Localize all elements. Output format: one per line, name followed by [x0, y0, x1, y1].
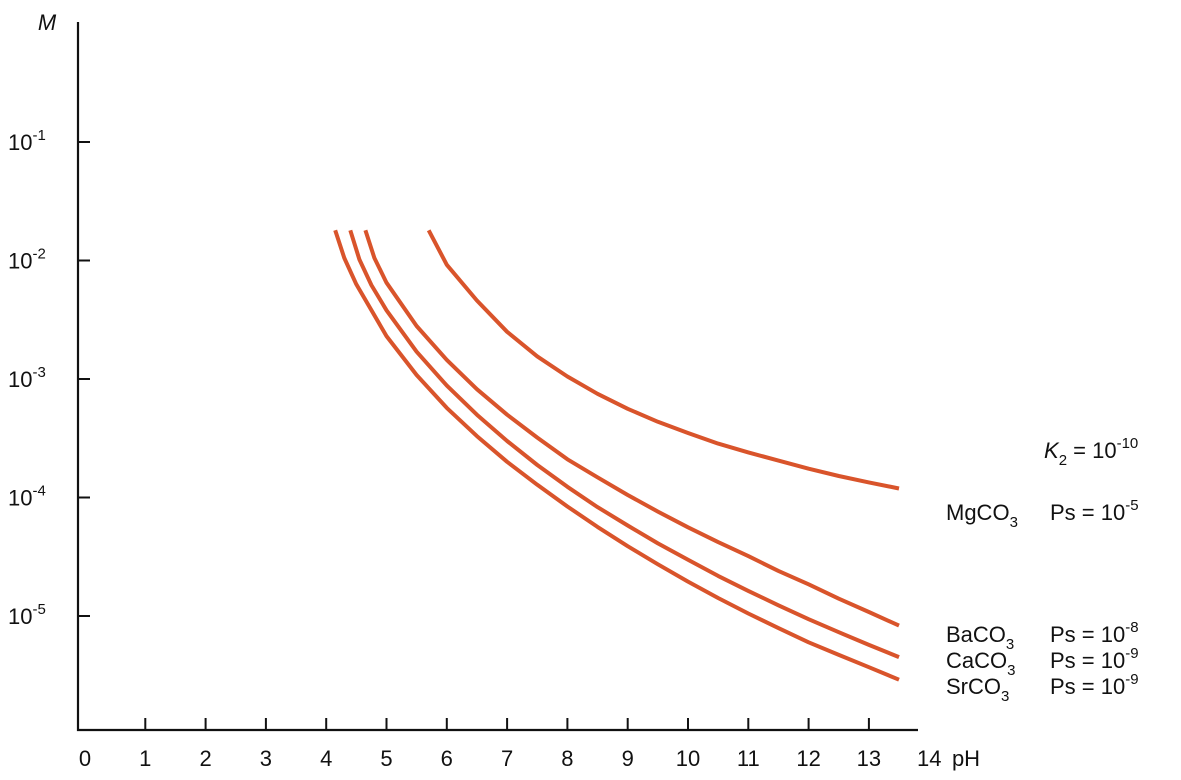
- x-tick-label: 2: [199, 746, 211, 771]
- series-line-caco3: [348, 229, 900, 659]
- y-tick-label: 10-4: [8, 483, 46, 511]
- k2-label: K2 = 10-10: [1044, 435, 1138, 469]
- y-axis: 10-1 10-2 10-3 10-4 10-5: [8, 127, 90, 629]
- series-label-caco3: CaCO3 Ps = 10-9: [946, 645, 1139, 679]
- x-tick-label: 8: [561, 746, 573, 771]
- x-tick-label: 10: [676, 746, 700, 771]
- x-tick-label: 4: [320, 746, 332, 771]
- x-tick-label: 1: [139, 746, 151, 771]
- series-lines: [333, 229, 900, 682]
- x-tick-label: 3: [260, 746, 272, 771]
- x-tick-label: 11: [737, 746, 760, 771]
- y-tick-label: 10-1: [8, 127, 46, 155]
- axes: [76, 22, 918, 732]
- series-label-srco3: SrCO3 Ps = 10-9: [946, 671, 1139, 705]
- series-label-mgco3: MgCO3 Ps = 10-5: [946, 497, 1139, 531]
- series-label-baco3: BaCO3 Ps = 10-8: [946, 619, 1139, 653]
- x-tick-label: 0: [79, 746, 91, 771]
- series-line-baco3: [363, 229, 900, 628]
- x-tick-label: 14: [917, 746, 941, 771]
- x-tick-label: 7: [501, 746, 513, 771]
- y-axis-title: M: [38, 10, 57, 35]
- x-axis: 0 1 2 3 4 5 6 7 8 9 10 11 12 13 14: [79, 718, 941, 771]
- x-tick-label: 5: [380, 746, 392, 771]
- y-tick-label: 10-2: [8, 246, 46, 274]
- x-axis-title: pH: [952, 746, 980, 771]
- x-tick-label: 13: [857, 746, 881, 771]
- x-tick-label: 12: [796, 746, 820, 771]
- series-line-srco3: [333, 229, 900, 682]
- x-tick-label: 9: [622, 746, 634, 771]
- y-tick-label: 10-5: [8, 601, 46, 629]
- series-line-mgco3: [426, 229, 900, 491]
- x-tick-label: 6: [441, 746, 453, 771]
- y-tick-label: 10-3: [8, 364, 46, 392]
